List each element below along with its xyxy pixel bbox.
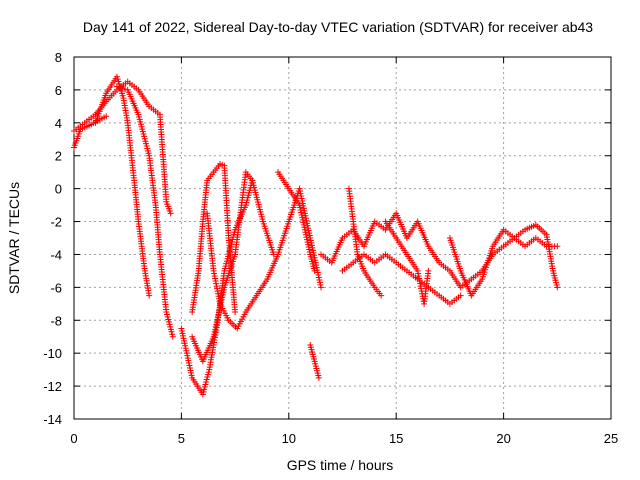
axis-ticks: 0 5 10 15 20 25 -14 -12 -10 -8 -6 -4 -2 0 2 4 6 8 — [43, 50, 618, 446]
x-tick-label: 25 — [604, 431, 618, 446]
data-point — [378, 292, 385, 299]
data-point — [116, 84, 123, 91]
data-point — [232, 309, 239, 316]
data-point — [318, 284, 325, 291]
y-tick-label: 2 — [55, 149, 62, 164]
data-point — [167, 210, 174, 217]
series-sat-e — [178, 177, 277, 398]
data-point — [425, 267, 432, 274]
data-point — [169, 333, 176, 340]
y-tick-label: -2 — [50, 215, 62, 230]
x-tick-label: 0 — [70, 431, 77, 446]
data-point — [103, 113, 110, 120]
series-sat-n — [382, 218, 432, 307]
x-tick-label: 15 — [389, 431, 403, 446]
y-tick-label: -8 — [50, 313, 62, 328]
y-tick-label: -14 — [43, 412, 62, 427]
series-sat-g — [189, 169, 256, 365]
series-sat-m — [345, 185, 385, 299]
chart-title: Day 141 of 2022, Sidereal Day-to-day VTE… — [83, 19, 593, 35]
data-point — [113, 83, 120, 90]
y-axis-label: SDTVAR / TECUs — [6, 182, 22, 294]
series-sat-b — [92, 73, 153, 299]
series-sat-j — [307, 341, 322, 381]
y-tick-label: 0 — [55, 182, 62, 197]
y-tick-label: 4 — [55, 116, 62, 131]
series-sat-i — [275, 169, 318, 274]
data-point — [554, 284, 561, 291]
series-sat-f — [189, 160, 239, 316]
x-tick-label: 10 — [282, 431, 296, 446]
x-tick-label: 20 — [496, 431, 510, 446]
y-tick-label: 8 — [55, 50, 62, 65]
data-point — [249, 177, 256, 184]
data-point — [315, 374, 322, 381]
data-point — [554, 243, 561, 250]
data-point — [311, 267, 318, 274]
series-sat-d — [71, 113, 110, 151]
y-tick-label: -12 — [43, 379, 62, 394]
y-tick-label: -4 — [50, 247, 62, 262]
series-sat-h — [204, 185, 325, 332]
y-tick-label: -6 — [50, 280, 62, 295]
series-sat-c — [113, 83, 176, 340]
data-point — [122, 86, 129, 93]
series-sat-k — [318, 210, 561, 291]
series-sat-a — [71, 78, 174, 217]
x-tick-label: 5 — [178, 431, 185, 446]
data-point — [119, 85, 126, 92]
data-point — [457, 292, 464, 299]
x-axis-label: GPS time / hours — [287, 457, 394, 473]
plot-frame — [73, 56, 612, 420]
y-tick-label: -10 — [43, 346, 62, 361]
data-points — [71, 73, 561, 398]
y-tick-label: 6 — [55, 83, 62, 98]
series-sat-o — [446, 221, 561, 299]
data-point — [146, 292, 153, 299]
